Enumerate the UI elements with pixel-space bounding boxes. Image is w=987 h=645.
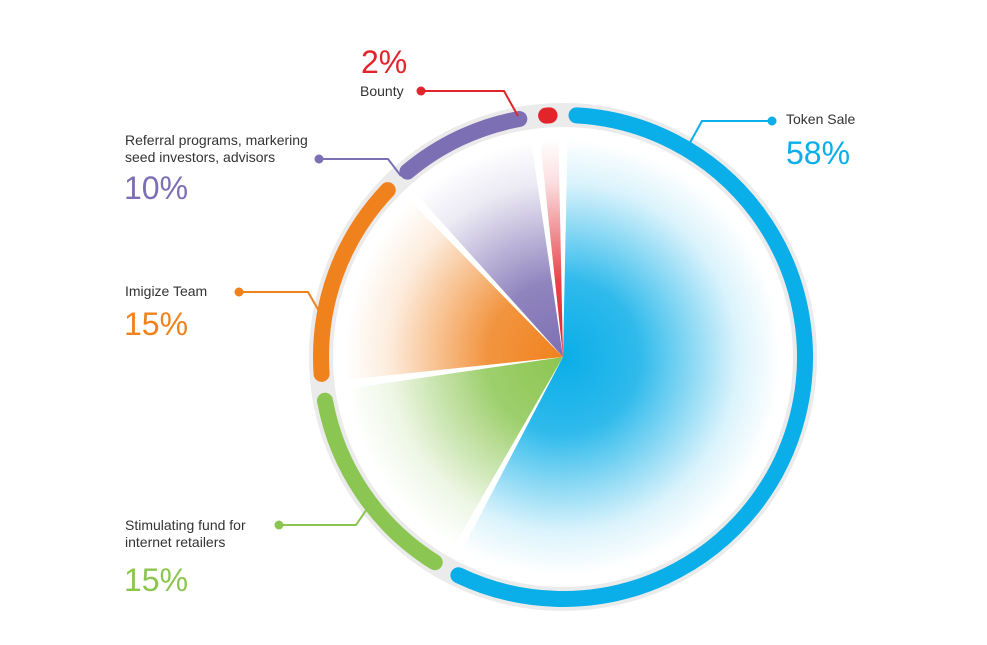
percent-stimulating-fund: 15% [124,562,189,598]
percent-bounty: 2% [361,44,408,80]
callout-lines [234,86,777,530]
wedge-imigize-team [345,201,563,380]
label-token-sale: Token Sale [786,111,856,127]
label-referral-programs: Referral programs, markering seed invest… [125,132,308,166]
wedge-stimulating-fund-for-internet-retailers [347,357,563,546]
wedge-referral-programs-markering-seed-investors-advisors [417,141,563,357]
pie-wedges [345,139,781,576]
percent-referral-programs: 10% [124,170,189,206]
leader-line-token-sale [686,120,772,149]
leader-line-stimulating-fund-for-internet-retailers [279,505,370,526]
ring-arcs [313,107,813,607]
wedge-bounty [540,139,563,357]
label-imigize-team: Imigize Team [125,283,208,299]
percent-imigize-team: 15% [124,306,189,342]
leader-dot-imigize-team [234,287,244,297]
label-stimulating-fund: Stimulating fund for internet retailers [125,517,246,551]
leader-line-bounty [421,90,519,117]
leader-dot-referral-programs-markering-seed-investors-advisors [314,154,324,164]
wedge-token-sale [462,139,781,576]
leader-dot-token-sale [767,116,777,126]
leader-dot-bounty [416,86,426,96]
leader-line-referral-programs-markering-seed-investors-advisors [319,158,402,177]
label-referral-line1: Referral programs, markering [125,132,308,148]
ring-arc-stimulating-fund-for-internet-retailers [316,392,443,571]
label-referral-line2: seed investors, advisors [125,149,276,165]
ring-arc-referral-programs-markering-seed-investors-advisors [399,110,528,180]
label-bounty: Bounty [360,83,404,99]
ring-arc-token-sale [450,107,813,607]
ring-arc-imigize-team [313,182,396,382]
percent-token-sale: 58% [786,135,851,171]
label-stimulating-fund-line2: internet retailers [125,534,226,550]
leader-dot-stimulating-fund-for-internet-retailers [274,520,284,530]
label-stimulating-fund-line1: Stimulating fund for [125,517,246,533]
leader-line-imigize-team [239,291,324,319]
